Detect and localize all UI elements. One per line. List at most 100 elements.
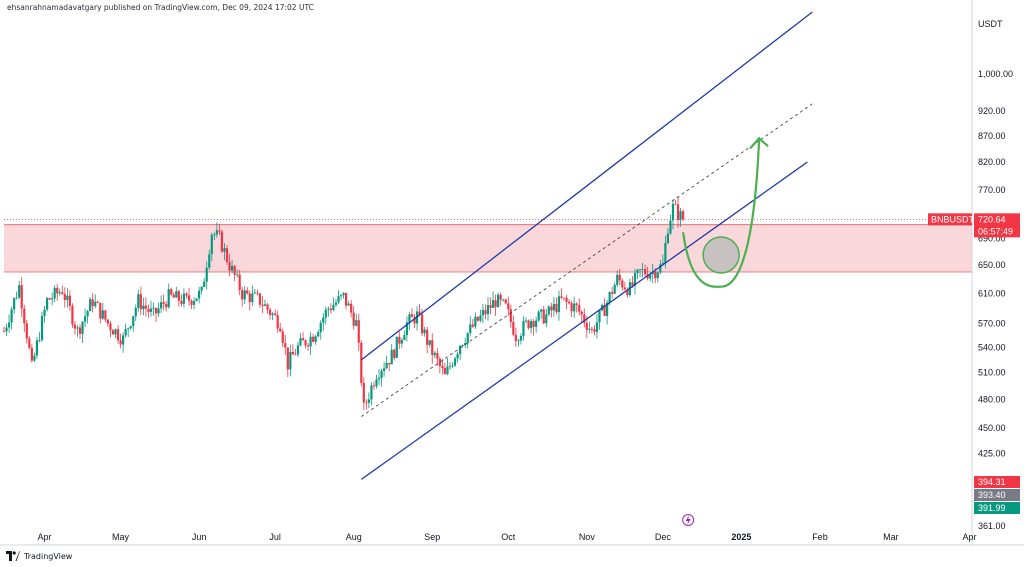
- symbol-tag-text: BNBUSDT: [931, 214, 975, 224]
- candle-body: [18, 285, 21, 298]
- candle-body: [124, 329, 127, 336]
- candle-body: [203, 281, 206, 287]
- candle-body: [362, 382, 365, 403]
- y-tick-label: 450.00: [978, 423, 1006, 433]
- candle-body: [263, 304, 267, 306]
- candle-body: [377, 377, 381, 380]
- candle-body: [471, 324, 474, 327]
- candle-body: [466, 333, 469, 344]
- candle-body: [182, 293, 186, 304]
- candle-body: [438, 358, 441, 366]
- candle-body: [433, 352, 436, 356]
- candle-body: [413, 316, 416, 324]
- candle-body: [314, 336, 317, 342]
- candle-body: [324, 309, 327, 318]
- price-badge-value: 393.40: [978, 490, 1006, 500]
- candle-body: [279, 328, 282, 332]
- candle-body: [590, 328, 593, 330]
- candle-body: [167, 289, 170, 308]
- candle-body: [149, 308, 153, 312]
- candle-body: [494, 300, 497, 308]
- candle-body: [66, 295, 69, 301]
- candle-body: [380, 370, 383, 378]
- candle-body: [289, 352, 292, 370]
- tradingview-logo-icon: [6, 551, 20, 561]
- candle-body: [20, 285, 23, 309]
- candle-body: [258, 293, 262, 305]
- candle-body: [588, 328, 591, 330]
- x-tick-label: Mar: [883, 532, 899, 542]
- candle-body: [147, 308, 150, 312]
- candle-body: [679, 211, 682, 220]
- time-axis: Apr May Jun Jul Aug Sep Oct Nov Dec 2025 Feb Mar Apr: [0, 514, 1024, 546]
- price-axis: USDT 1,000.00 920.00 870.00 820.00 770.00 720.…: [971, 0, 1013, 545]
- candle-body: [213, 234, 216, 236]
- candle-body: [585, 322, 588, 330]
- candle-body: [448, 366, 452, 367]
- candle-body: [154, 307, 158, 314]
- candle-body: [160, 302, 163, 309]
- candle-body: [390, 349, 393, 365]
- candle-body: [132, 316, 135, 327]
- x-tick-label: May: [112, 532, 130, 542]
- candle-body: [45, 298, 49, 310]
- candle-body: [370, 385, 373, 400]
- candle-body: [451, 365, 454, 367]
- channel-lines: [4, 11, 972, 480]
- candle-body: [56, 287, 59, 294]
- y-tick-label: 425.00: [978, 449, 1006, 459]
- candle-body: [200, 286, 203, 291]
- candle-body: [344, 292, 348, 306]
- candle-body: [228, 261, 231, 271]
- candle-body: [73, 324, 77, 329]
- candle-body: [669, 220, 672, 234]
- candle-body: [529, 321, 533, 329]
- candle-body: [661, 262, 664, 265]
- candle-body: [423, 329, 426, 334]
- candle-body: [157, 308, 160, 314]
- candle-body: [139, 294, 142, 310]
- candle-body: [198, 290, 201, 299]
- candle-body: [489, 305, 492, 308]
- candle-body: [603, 305, 606, 316]
- candle-body: [583, 314, 586, 323]
- candle-body: [598, 310, 601, 323]
- channel-mid-line: [361, 103, 813, 417]
- candle-body: [319, 322, 322, 333]
- candle-body: [638, 269, 642, 271]
- candle-body: [121, 335, 125, 345]
- candle-body: [13, 298, 16, 310]
- candle-body: [504, 299, 507, 304]
- candle-body: [63, 293, 66, 301]
- price-badge: [974, 489, 1020, 501]
- candle-body: [550, 306, 553, 311]
- candle-body: [177, 291, 180, 301]
- candle-body: [53, 287, 56, 299]
- candle-body: [535, 320, 538, 327]
- countdown-tag-value: 06:57:49: [978, 226, 1013, 236]
- candle-body: [595, 322, 599, 332]
- candle-body: [205, 267, 208, 282]
- candle-body: [175, 291, 178, 298]
- candle-body: [61, 292, 64, 294]
- lightning-icon-glyph: [685, 515, 691, 525]
- candle-body: [51, 298, 54, 300]
- candle-body: [274, 313, 277, 316]
- candle-body: [421, 314, 424, 334]
- candle-body: [682, 211, 685, 220]
- price-badge-value: 394.31: [978, 477, 1006, 487]
- last-price-tag-value: 720.64: [978, 214, 1006, 224]
- candle-body: [286, 347, 289, 370]
- candle-body: [616, 274, 619, 285]
- price-badge: [974, 476, 1020, 488]
- candle-body: [517, 340, 520, 342]
- candle-body: [367, 399, 371, 403]
- x-tick-label: Feb: [812, 532, 828, 542]
- y-tick-label: 870.00: [978, 131, 1006, 141]
- candle-body: [499, 294, 502, 300]
- candle-body: [350, 303, 353, 313]
- projection-arrow-curve: [682, 138, 761, 288]
- price-badge: [974, 502, 1020, 514]
- candle-body: [48, 298, 51, 300]
